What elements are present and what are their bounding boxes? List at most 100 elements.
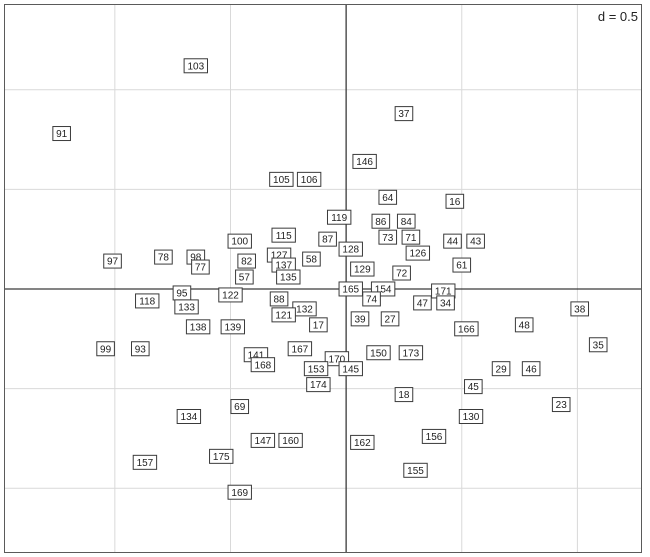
point-label-text: 134 [181,412,198,423]
point-label: 121 [271,307,296,323]
point-label: 91 [52,126,71,142]
point-label-text: 162 [354,438,371,449]
axes [5,5,641,553]
point-label-text: 47 [417,299,429,310]
point-label-box [371,213,391,229]
point-label-text: 115 [276,231,292,242]
point-label-text: 135 [280,273,297,284]
point-label-box [436,295,455,311]
point-label: 155 [403,462,428,478]
point-label: 99 [96,341,115,357]
point-label-box [287,341,313,357]
scale-label: d = 0.5 [598,9,638,24]
point-label: 160 [278,432,303,448]
point-label-box [220,319,246,335]
point-label-text: 72 [396,269,408,280]
point-label-box [306,377,331,393]
point-label-box [401,229,421,245]
point-label-text: 130 [463,412,480,423]
point-label-text: 98 [190,253,202,264]
point-label-box [303,361,329,377]
point-label: 77 [191,259,210,275]
point-label-box [52,126,71,142]
point-label: 46 [521,361,541,377]
point-label-text: 17 [313,320,325,331]
point-label-text: 154 [375,285,392,296]
point-label: 82 [237,253,256,269]
point-label: 74 [362,291,381,307]
point-label: 18 [394,387,414,403]
point-label-box [96,341,115,357]
point-label-text: 150 [370,348,387,359]
point-label: 100 [227,233,252,249]
point-label-box [570,301,590,317]
point-label-text: 46 [526,364,538,375]
point-label-box [174,299,199,315]
point-label-text: 132 [296,304,313,315]
point-label: 58 [302,251,321,267]
point-label-box [235,269,254,285]
point-label-box [209,448,234,464]
point-label-box [491,361,511,377]
point-label: 39 [350,311,370,327]
point-label: 61 [452,257,472,273]
point-label-text: 27 [385,314,397,325]
point-label-box [269,171,294,187]
point-label-text: 137 [275,261,292,272]
point-label-text: 64 [382,193,394,204]
point-label: 126 [405,245,431,261]
point-label-text: 166 [458,324,475,335]
point-label-text: 39 [354,314,366,325]
point-label-text: 100 [231,237,248,248]
point-label: 135 [276,269,301,285]
point-label-box [278,432,303,448]
point-label-text: 129 [354,265,371,276]
point-label-text: 48 [519,320,531,331]
point-label: 64 [378,189,398,205]
point-label-box [588,337,608,353]
point-label-box [227,233,252,249]
point-label: 165 [338,281,363,297]
point-label-box [276,269,301,285]
point-label: 103 [183,58,209,74]
point-label-text: 156 [426,432,443,443]
point-label-box [296,171,322,187]
point-label-box [338,281,363,297]
point-label-text: 99 [100,344,112,355]
point-label-text: 169 [231,488,248,499]
point-label: 43 [466,233,485,249]
point-label-box [380,311,400,327]
point-label-box [103,253,122,269]
point-label-box [396,213,416,229]
point-label-box [394,387,414,403]
point-label: 38 [570,301,590,317]
point-label-box [185,319,211,335]
point-label: 48 [514,317,534,333]
point-label-box [130,341,150,357]
point-label-text: 37 [398,109,410,120]
point-label: 29 [491,361,511,377]
point-label-text: 126 [409,249,426,260]
point-label: 35 [588,337,608,353]
point-label: 156 [421,428,447,444]
point-label: 27 [380,311,400,327]
point-label: 168 [250,357,276,373]
point-label-text: 167 [292,344,309,355]
point-label-text: 87 [322,235,334,246]
point-label-text: 160 [282,436,299,447]
point-label-text: 133 [178,302,195,313]
point-label-box [326,209,352,225]
point-label-box [458,408,484,424]
point-label: 150 [366,345,391,361]
point-label: 153 [303,361,329,377]
point-label-box [403,462,428,478]
point-label: 57 [235,269,254,285]
point-label: 174 [306,377,331,393]
point-label-box [514,317,534,333]
point-label-box [318,231,337,247]
point-label-text: 77 [195,263,207,274]
point-label: 37 [394,106,414,122]
point-label-text: 119 [331,213,347,224]
point-label-text: 118 [139,297,155,308]
